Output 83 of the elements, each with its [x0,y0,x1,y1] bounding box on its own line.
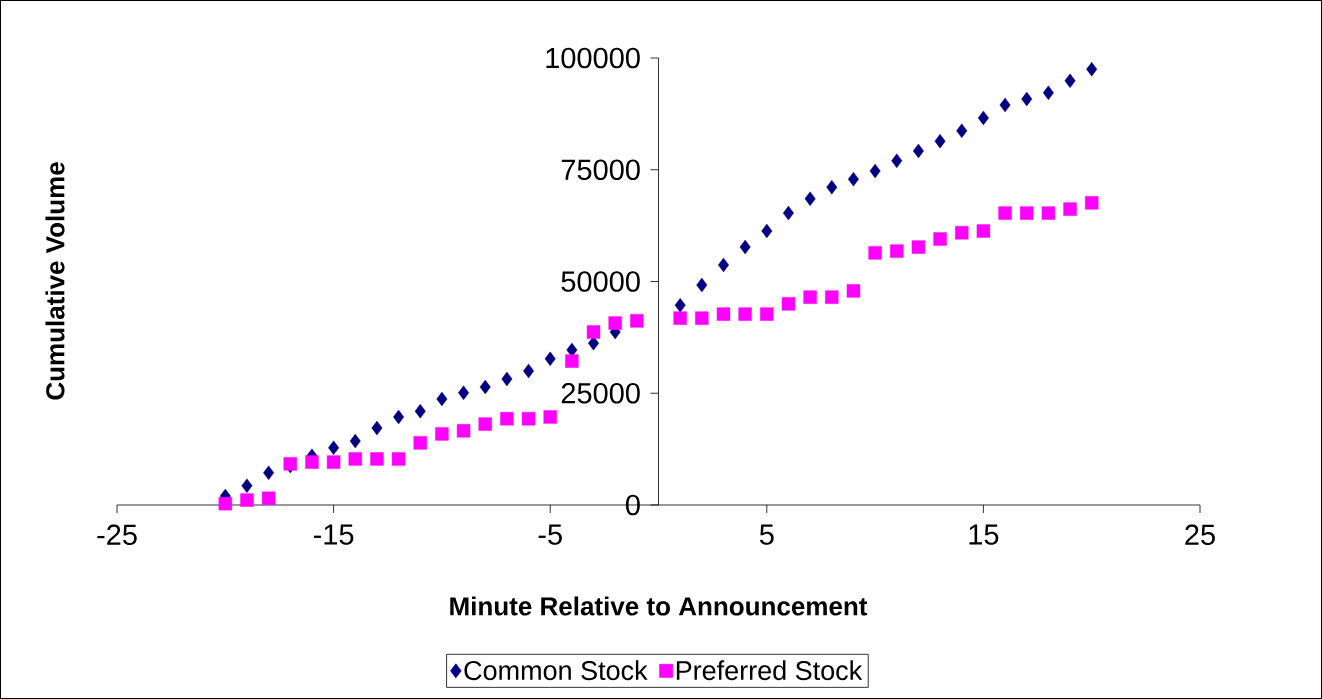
point [565,354,579,368]
x-tick-label: -25 [97,524,137,546]
point [912,143,924,159]
point [305,455,319,469]
point [458,385,470,400]
point [1064,73,1076,88]
point [263,465,275,481]
point [326,455,341,469]
point [1086,61,1098,77]
point [846,284,861,298]
point [998,206,1012,220]
point [738,307,752,321]
point [218,496,232,511]
point [521,412,536,426]
point [976,224,991,238]
x-tick-label: 5 [759,524,774,545]
point [543,410,557,424]
point [371,420,383,436]
point [1042,85,1054,101]
point [413,436,427,450]
point [478,417,492,431]
point [1085,196,1099,210]
point [825,290,839,304]
y-tick-label: 75000 [561,159,640,181]
y-tick-label: 100000 [546,47,640,69]
point [803,290,817,304]
point [1041,206,1056,220]
point [781,297,796,311]
point [804,191,816,206]
y-tick-label: 0 [625,494,640,516]
x-tick-label: -5 [538,524,562,545]
y-tick-label: 25000 [561,382,640,404]
point [911,240,926,254]
x-tick-label: 15 [969,524,999,545]
point [435,427,449,441]
legend-label: Preferred Stock [676,660,863,681]
y-axis-title: Cumulative Volume [45,162,65,400]
point [977,110,989,126]
point [869,163,881,179]
point [739,239,751,255]
point [716,307,731,321]
point [348,452,362,466]
point [370,452,384,466]
point [630,314,644,328]
point [760,307,774,321]
point [608,316,622,330]
legend-label: Common Stock [464,660,648,681]
point [500,412,514,426]
point [696,277,708,293]
point [328,440,340,455]
point [501,371,513,387]
point [933,232,947,246]
point [934,133,946,149]
point [349,433,361,449]
point [479,379,491,395]
point [1063,202,1077,216]
point [999,97,1011,113]
point [241,478,253,493]
point [391,452,406,466]
point [956,123,968,139]
point [826,179,838,195]
point [955,226,969,240]
point [586,325,601,339]
point [393,409,405,425]
point [456,424,471,438]
y-tick-label: 50000 [561,271,640,292]
point [544,351,556,367]
x-axis-title: Minute Relative to Announcement [450,596,868,616]
point [1021,91,1033,107]
point [414,403,426,419]
point [240,493,254,507]
point [890,244,904,258]
point [674,297,686,313]
point [891,153,903,169]
point [761,223,773,239]
point [436,391,448,407]
point [261,491,276,505]
point [1020,206,1034,220]
point [673,311,687,325]
x-tick-label: 25 [1185,524,1215,546]
point [695,311,709,325]
x-tick-label: -15 [313,524,354,545]
point [868,246,882,260]
